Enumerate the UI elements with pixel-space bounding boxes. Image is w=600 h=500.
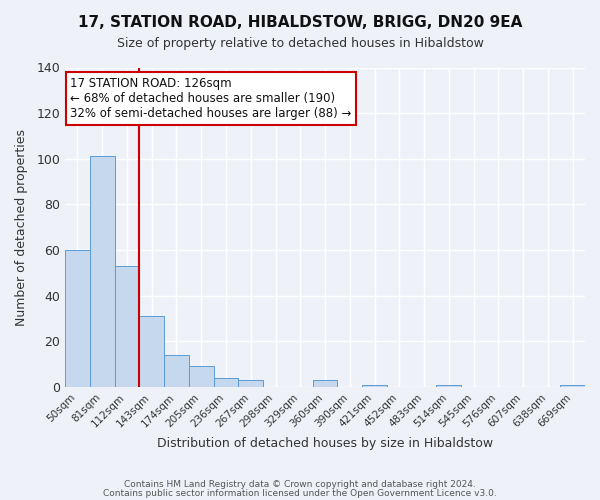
Bar xyxy=(214,378,238,387)
X-axis label: Distribution of detached houses by size in Hibaldstow: Distribution of detached houses by size … xyxy=(157,437,493,450)
Text: Contains public sector information licensed under the Open Government Licence v3: Contains public sector information licen… xyxy=(103,488,497,498)
Bar xyxy=(65,250,90,387)
Bar xyxy=(238,380,263,387)
Bar xyxy=(139,316,164,387)
Text: 17, STATION ROAD, HIBALDSTOW, BRIGG, DN20 9EA: 17, STATION ROAD, HIBALDSTOW, BRIGG, DN2… xyxy=(78,15,522,30)
Bar xyxy=(362,384,387,387)
Bar xyxy=(313,380,337,387)
Bar xyxy=(90,156,115,387)
Bar xyxy=(436,384,461,387)
Text: 17 STATION ROAD: 126sqm
← 68% of detached houses are smaller (190)
32% of semi-d: 17 STATION ROAD: 126sqm ← 68% of detache… xyxy=(70,77,352,120)
Bar xyxy=(164,355,189,387)
Bar xyxy=(189,366,214,387)
Y-axis label: Number of detached properties: Number of detached properties xyxy=(15,128,28,326)
Text: Contains HM Land Registry data © Crown copyright and database right 2024.: Contains HM Land Registry data © Crown c… xyxy=(124,480,476,489)
Text: Size of property relative to detached houses in Hibaldstow: Size of property relative to detached ho… xyxy=(116,38,484,51)
Bar xyxy=(115,266,139,387)
Bar xyxy=(560,384,585,387)
